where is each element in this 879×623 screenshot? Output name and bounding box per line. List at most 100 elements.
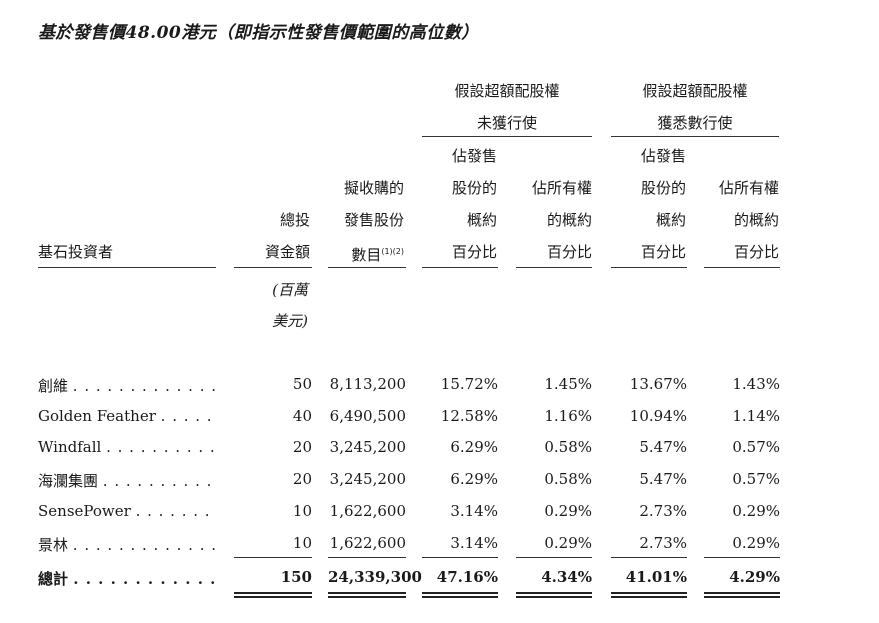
total-pct-total-2: 4.29% xyxy=(729,568,780,586)
total-double-rule xyxy=(516,592,592,598)
col-header-line: 擬收購的 xyxy=(343,179,404,197)
cell-amount: 40 xyxy=(292,407,312,425)
col-header-line: 佔發售 xyxy=(451,147,497,165)
total-double-rule xyxy=(704,592,780,598)
col-header-pct-offer-2: 佔發售 股份的 概約 百分比 xyxy=(611,140,686,268)
total-double-rule xyxy=(611,592,687,598)
row-name: 創維 xyxy=(38,377,69,395)
cell-pct-total-2: 0.57% xyxy=(732,470,780,488)
footnote-ref: (1)(2) xyxy=(381,247,404,256)
subtotal-rule xyxy=(516,557,592,558)
row-name: SensePower xyxy=(38,502,131,520)
row-label: 景林 . . . . . . . . . . . . . . . . . xyxy=(38,534,216,555)
row-label: Golden Feather . . . . . . . . . xyxy=(38,407,216,425)
cell-shares: 6,490,500 xyxy=(329,407,406,425)
cell-pct-offer-1: 3.14% xyxy=(450,534,498,552)
col-header-pct-total-1: 佔所有權 的概約 百分比 xyxy=(516,172,592,268)
cell-shares: 3,245,200 xyxy=(329,470,406,488)
col-header-text: 數目 xyxy=(351,246,382,264)
header-rule xyxy=(234,267,312,268)
col-header-line: 股份的 xyxy=(640,179,686,197)
row-name: 景林 xyxy=(38,536,69,554)
total-pct-offer-1: 47.16% xyxy=(436,568,498,586)
cell-amount: 20 xyxy=(292,470,312,488)
cell-pct-total-1: 0.58% xyxy=(544,470,592,488)
row-name: Windfall xyxy=(38,438,102,456)
group-header-line: 假設超額配股權 xyxy=(642,82,748,100)
col-header-pct-total-2: 佔所有權 的概約 百分比 xyxy=(704,172,779,268)
cell-pct-total-1: 0.29% xyxy=(544,502,592,520)
header-rule xyxy=(516,267,592,268)
total-double-rule xyxy=(328,592,406,598)
col-header-shares: 擬收購的 發售股份 數目(1)(2) xyxy=(328,172,404,271)
leader-dots: . . . . . . . . . . . . xyxy=(135,502,216,520)
col-header-amount: 總投 資金額 xyxy=(238,204,310,268)
total-shares: 24,339,300 xyxy=(328,568,422,586)
row-name: 海瀾集團 xyxy=(38,472,99,490)
cell-pct-total-2: 0.57% xyxy=(732,438,780,456)
cell-pct-offer-1: 15.72% xyxy=(440,375,498,393)
group-rule xyxy=(422,136,592,137)
cell-pct-offer-2: 2.73% xyxy=(639,534,687,552)
cell-shares: 8,113,200 xyxy=(329,375,406,393)
group-header-line: 假設超額配股權 xyxy=(454,82,560,100)
unit-label: (百萬 美元) xyxy=(234,275,308,337)
cell-pct-offer-2: 5.47% xyxy=(639,470,687,488)
col-header-line: 佔所有權 xyxy=(718,179,779,197)
col-header-investor: 基石投資者 xyxy=(38,243,114,261)
cell-amount: 10 xyxy=(292,502,312,520)
row-label: SensePower . . . . . . . . . . . . xyxy=(38,502,216,520)
col-header-line: 百分比 xyxy=(451,243,497,261)
col-header-line: 佔發售 xyxy=(640,147,686,165)
subtotal-rule xyxy=(611,557,687,558)
unit-line: 美元) xyxy=(272,312,308,330)
col-header-line: 資金額 xyxy=(264,243,310,261)
leader-dots: . . . . . . . . . . . . . . . . . xyxy=(72,536,216,554)
unit-line: (百萬 xyxy=(272,281,308,299)
page-title: 基於發售價48.00港元（即指示性發售價範圍的高位數） xyxy=(38,23,479,43)
group-rule xyxy=(611,136,779,137)
col-header-line: 概約 xyxy=(466,211,497,229)
col-header-line: 的概約 xyxy=(546,211,592,229)
cell-pct-total-1: 0.29% xyxy=(544,534,592,552)
row-name: Golden Feather xyxy=(38,407,156,425)
total-double-rule xyxy=(422,592,498,598)
subtotal-rule xyxy=(234,557,312,558)
cell-pct-offer-2: 10.94% xyxy=(629,407,687,425)
cell-pct-offer-1: 3.14% xyxy=(450,502,498,520)
col-header-pct-offer-1: 佔發售 股份的 概約 百分比 xyxy=(422,140,497,268)
cell-pct-offer-1: 6.29% xyxy=(450,438,498,456)
leader-dots: . . . . . . . . . . . . . . . . . xyxy=(72,377,216,395)
leader-dots: . . . . . . . . . . . . . . . . . xyxy=(73,570,216,588)
cell-pct-total-2: 0.29% xyxy=(732,534,780,552)
row-label: Windfall . . . . . . . . . . . . . . xyxy=(38,438,216,456)
leader-dots: . . . . . . . . . xyxy=(160,407,216,425)
total-amount: 150 xyxy=(280,568,312,586)
row-label: 創維 . . . . . . . . . . . . . . . . . xyxy=(38,375,216,396)
row-label: 海瀾集團 . . . . . . . . . . . . . xyxy=(38,470,216,491)
cell-amount: 20 xyxy=(292,438,312,456)
group-header-line: 未獲行使 xyxy=(476,114,537,132)
col-header-line: 百分比 xyxy=(546,243,592,261)
group-header-not-exercised: 假設超額配股權 未獲行使 xyxy=(422,75,592,139)
cell-pct-total-2: 0.29% xyxy=(732,502,780,520)
cell-amount: 50 xyxy=(292,375,312,393)
cell-pct-total-2: 1.14% xyxy=(732,407,780,425)
cell-pct-offer-2: 5.47% xyxy=(639,438,687,456)
cell-pct-total-1: 0.58% xyxy=(544,438,592,456)
header-rule xyxy=(328,267,406,268)
col-header-line: 百分比 xyxy=(733,243,779,261)
cell-pct-offer-2: 2.73% xyxy=(639,502,687,520)
group-header-line: 獲悉數行使 xyxy=(657,114,733,132)
cell-shares: 3,245,200 xyxy=(329,438,406,456)
col-header-line: 總投 xyxy=(279,211,310,229)
col-header-line: 股份的 xyxy=(451,179,497,197)
col-header-line: 數目(1)(2) xyxy=(328,236,404,271)
total-pct-offer-2: 41.01% xyxy=(625,568,687,586)
cell-shares: 1,622,600 xyxy=(329,502,406,520)
cell-pct-offer-2: 13.67% xyxy=(629,375,687,393)
cell-amount: 10 xyxy=(292,534,312,552)
total-pct-total-1: 4.34% xyxy=(541,568,592,586)
cell-pct-total-2: 1.43% xyxy=(732,375,780,393)
header-rule xyxy=(38,267,216,268)
